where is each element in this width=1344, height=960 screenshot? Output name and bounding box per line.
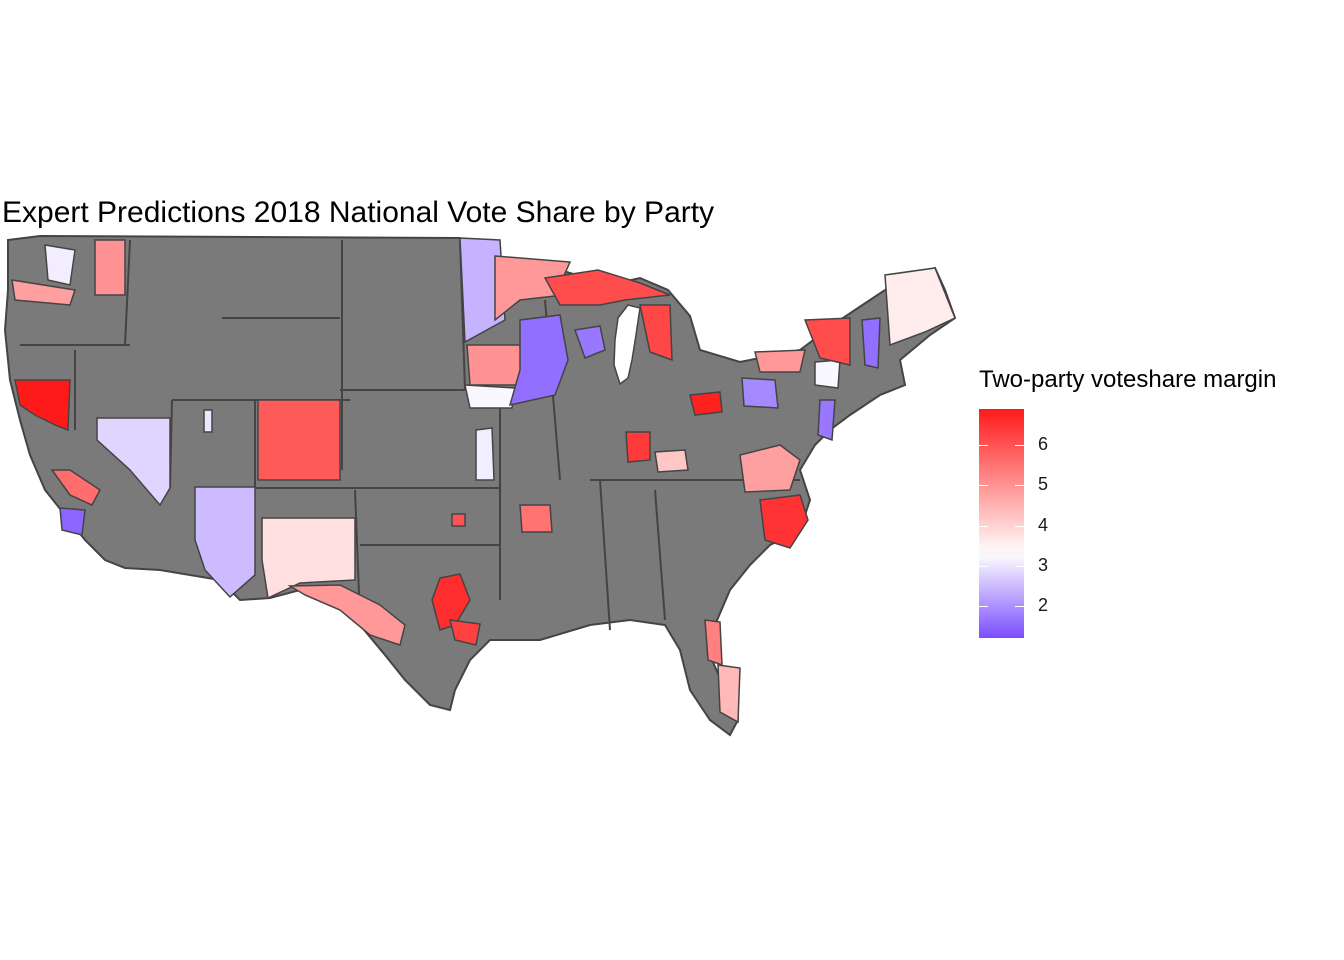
- district-ok: [451, 513, 466, 527]
- district-me: [884, 267, 956, 347]
- district-co: [257, 399, 341, 481]
- district-ny-up: [754, 349, 806, 373]
- lake-michigan: [613, 304, 641, 386]
- legend-tick: [1015, 565, 1024, 567]
- legend-tick: [1015, 605, 1024, 607]
- legend-tick: [1015, 485, 1024, 487]
- district-ut-s: [203, 409, 213, 433]
- district-pa: [741, 377, 779, 409]
- district-fl-s: [717, 664, 741, 724]
- district-oh-c: [689, 391, 723, 416]
- legend-tick: [1015, 525, 1024, 527]
- district-ar: [519, 504, 553, 533]
- district-vt: [803, 317, 851, 366]
- legend-colorbar: [979, 409, 1024, 638]
- districts-layer: [11, 237, 956, 724]
- district-map: [3, 234, 957, 737]
- legend-label: 3: [1038, 554, 1049, 575]
- district-va: [739, 444, 801, 493]
- district-nj: [817, 399, 836, 442]
- legend-label: 2: [1038, 594, 1049, 615]
- district-ca-c: [50, 469, 101, 506]
- district-il-n: [573, 325, 606, 359]
- district-az-s: [194, 486, 256, 599]
- legend-tick: [979, 485, 988, 487]
- district-nc: [759, 494, 809, 549]
- district-tx-hou: [449, 619, 481, 646]
- district-ky: [654, 449, 689, 473]
- district-ia-s: [464, 384, 516, 409]
- legend-tick: [979, 565, 988, 567]
- legend-label: 5: [1038, 474, 1049, 495]
- district-mn-n: [494, 255, 572, 322]
- legend-tick: [979, 445, 988, 447]
- district-in-s: [625, 431, 651, 463]
- district-wi-s: [508, 314, 569, 407]
- district-nv-n: [96, 417, 171, 507]
- district-nm: [261, 517, 356, 600]
- district-ny-e: [814, 359, 841, 389]
- district-ia-n: [466, 344, 523, 386]
- legend-title: Two-party voteshare margin: [979, 366, 1277, 393]
- district-mn-w: [459, 237, 506, 344]
- legend-tick: [979, 605, 988, 607]
- district-ca-la: [59, 507, 86, 536]
- district-nh: [861, 317, 881, 369]
- district-mi-up: [543, 269, 671, 306]
- district-mo-e: [475, 427, 495, 481]
- district-wa-1: [44, 244, 76, 286]
- legend-label: 6: [1038, 434, 1049, 455]
- district-ca-n: [14, 379, 71, 432]
- map-title: Expert Predictions 2018 National Vote Sh…: [2, 196, 715, 229]
- legend-label: 4: [1038, 514, 1049, 535]
- district-mi-w: [639, 304, 673, 362]
- legend-tick: [1015, 445, 1024, 447]
- district-tx-w: [287, 584, 406, 646]
- legend-tick: [979, 525, 988, 527]
- district-wa-2: [11, 279, 76, 306]
- district-fl-e: [704, 619, 723, 667]
- district-id-n: [94, 239, 126, 296]
